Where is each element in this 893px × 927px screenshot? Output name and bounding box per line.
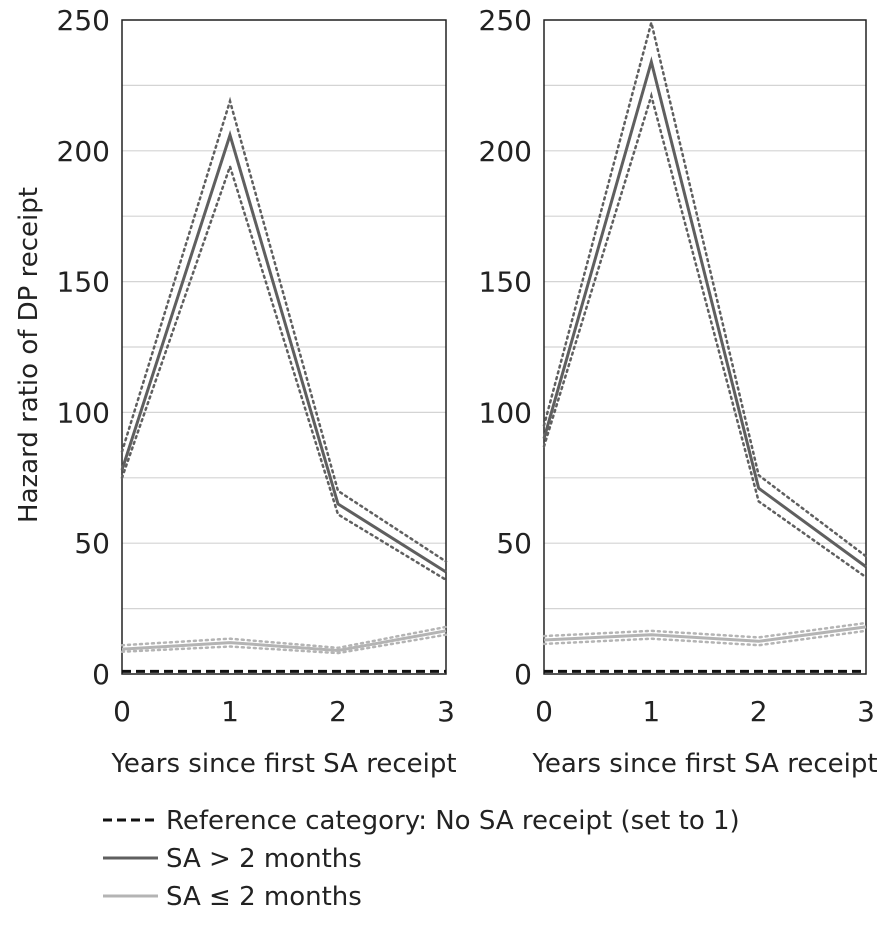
series-dark-ci-upper xyxy=(120,96,448,563)
series-dark-line xyxy=(542,56,867,568)
legend: Reference category: No SA receipt (set t… xyxy=(103,806,740,912)
chart-panel-2: 0 50 100 150 200 250 0 1 2 3 Years since first SA … xyxy=(479,4,878,779)
series-dark-ci-lower xyxy=(542,91,868,579)
x-tick-label: 0 xyxy=(113,695,131,728)
y-tick-label: 0 xyxy=(92,658,110,691)
x-tick-label: 0 xyxy=(535,695,553,728)
x-tick-label: 1 xyxy=(642,695,660,728)
x-axis-label: Years since first SA receipt xyxy=(110,749,456,779)
y-tick-label: 0 xyxy=(514,658,532,691)
y-tick-label: 150 xyxy=(57,266,110,299)
series-dark-ci-lower xyxy=(120,162,448,582)
series-light-ci-lower xyxy=(542,629,868,647)
series-light-ci-upper xyxy=(542,621,868,639)
series-light-line xyxy=(121,629,447,652)
legend-label-dark: SA > 2 months xyxy=(166,844,362,874)
y-tick-label: 200 xyxy=(57,135,110,168)
y-tick-label: 250 xyxy=(479,4,532,37)
plot-frame xyxy=(121,19,447,675)
plot-frame xyxy=(543,19,867,675)
x-tick-label: 2 xyxy=(750,695,768,728)
x-axis-label: Years since first SA receipt xyxy=(531,749,877,779)
y-tick-label: 100 xyxy=(479,396,532,429)
series-light-ci-lower xyxy=(120,633,448,655)
y-tick-label: 150 xyxy=(479,266,532,299)
series-dark-ci-upper xyxy=(542,22,868,558)
legend-label-reference: Reference category: No SA receipt (set t… xyxy=(166,806,740,836)
series-light-ci-upper xyxy=(120,625,448,650)
y-axis-label: Hazard ratio of DP receipt xyxy=(14,187,44,523)
y-tick-label: 50 xyxy=(74,527,110,560)
y-tick-label: 50 xyxy=(496,527,532,560)
y-tick-label: 250 xyxy=(57,4,110,37)
x-tick-label: 2 xyxy=(329,695,347,728)
chart-panel-1: 0 50 100 150 200 250 0 1 2 3 Years since first SA … xyxy=(14,4,457,779)
y-tick-label: 100 xyxy=(57,396,110,429)
x-tick-label: 3 xyxy=(437,695,455,728)
x-tick-label: 3 xyxy=(857,695,875,728)
series-light-line xyxy=(543,625,867,643)
x-tick-label: 1 xyxy=(221,695,239,728)
series-dark-line xyxy=(120,130,447,574)
y-tick-label: 200 xyxy=(479,135,532,168)
legend-label-light: SA ≤ 2 months xyxy=(166,882,362,912)
